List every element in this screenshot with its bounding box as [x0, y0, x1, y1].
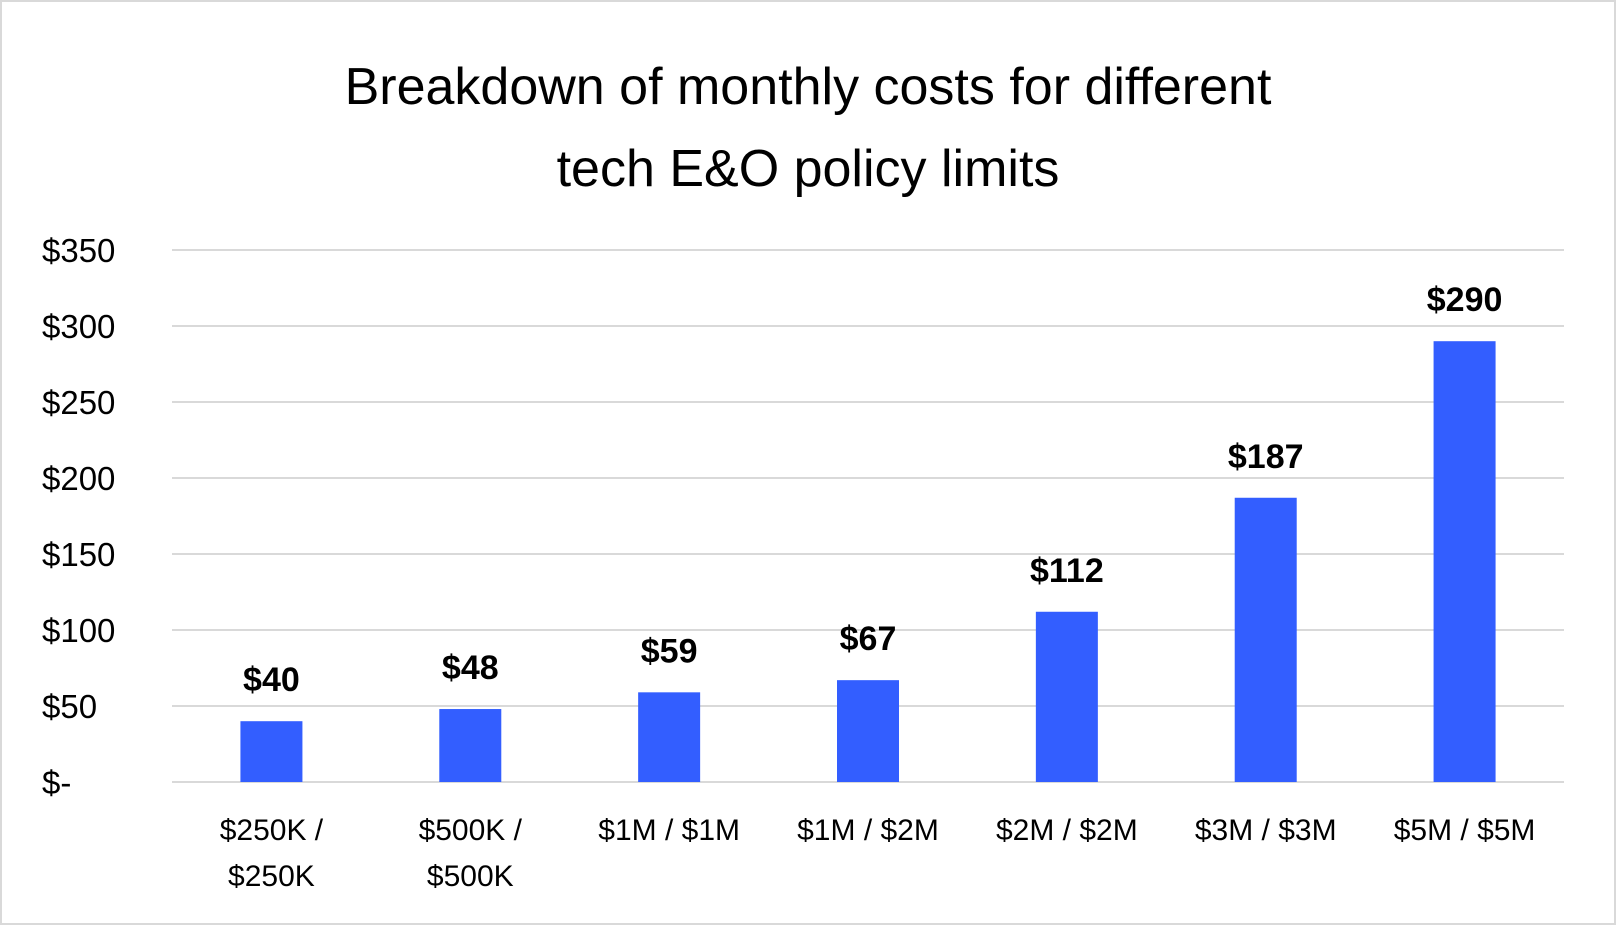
data-label: $67 [840, 620, 897, 658]
y-tick-label: $350 [42, 232, 115, 269]
x-tick-line: $2M / $2M [996, 814, 1138, 847]
bar [439, 709, 502, 782]
data-label: $59 [641, 632, 698, 670]
y-axis-ticks: $- $50 $100 $150 $200 $250 $300 $350 [42, 232, 115, 801]
x-tick-label: $250K / $250K [220, 814, 324, 893]
x-axis-ticks: $250K / $250K $500K / $500K $1M / $1M $1M / $… [220, 814, 1536, 893]
x-tick-label: $1M / $1M [598, 814, 740, 847]
y-tick-label: $- [42, 764, 71, 801]
data-label: $48 [442, 649, 499, 687]
y-tick-label: $100 [42, 612, 115, 649]
y-tick-label: $300 [42, 308, 115, 345]
bar [1035, 611, 1098, 782]
x-tick-label: $2M / $2M [996, 814, 1138, 847]
x-tick-line: $1M / $2M [797, 814, 939, 847]
x-tick-line: $1M / $1M [598, 814, 740, 847]
y-tick-label: $50 [42, 688, 97, 725]
data-label: $112 [1030, 552, 1104, 590]
y-tick-label: $250 [42, 384, 115, 421]
bar [837, 680, 899, 782]
bar [1433, 341, 1496, 782]
y-tick-label: $200 [42, 460, 115, 497]
data-label: $187 [1228, 438, 1304, 476]
data-label: $40 [243, 661, 300, 699]
data-labels: $40 $48 $59 $67 $112 $187 $290 [243, 281, 1502, 699]
x-tick-line: $250K / [220, 814, 324, 847]
bar [638, 692, 701, 782]
chart-title: Breakdown of monthly costs for different… [344, 58, 1272, 198]
data-label: $290 [1427, 281, 1503, 319]
x-tick-line: $500K / [419, 814, 523, 847]
x-tick-label: $500K / $500K [419, 814, 523, 893]
x-tick-label: $1M / $2M [797, 814, 939, 847]
bar [240, 721, 303, 782]
x-tick-line: $500K [427, 860, 514, 893]
x-tick-line: $5M / $5M [1394, 814, 1536, 847]
bars [240, 341, 1496, 782]
y-tick-label: $150 [42, 536, 115, 573]
x-tick-label: $3M / $3M [1195, 814, 1337, 847]
bar [1234, 497, 1297, 782]
x-tick-label: $5M / $5M [1394, 814, 1536, 847]
x-tick-line: $3M / $3M [1195, 814, 1337, 847]
x-tick-line: $250K [228, 860, 315, 893]
